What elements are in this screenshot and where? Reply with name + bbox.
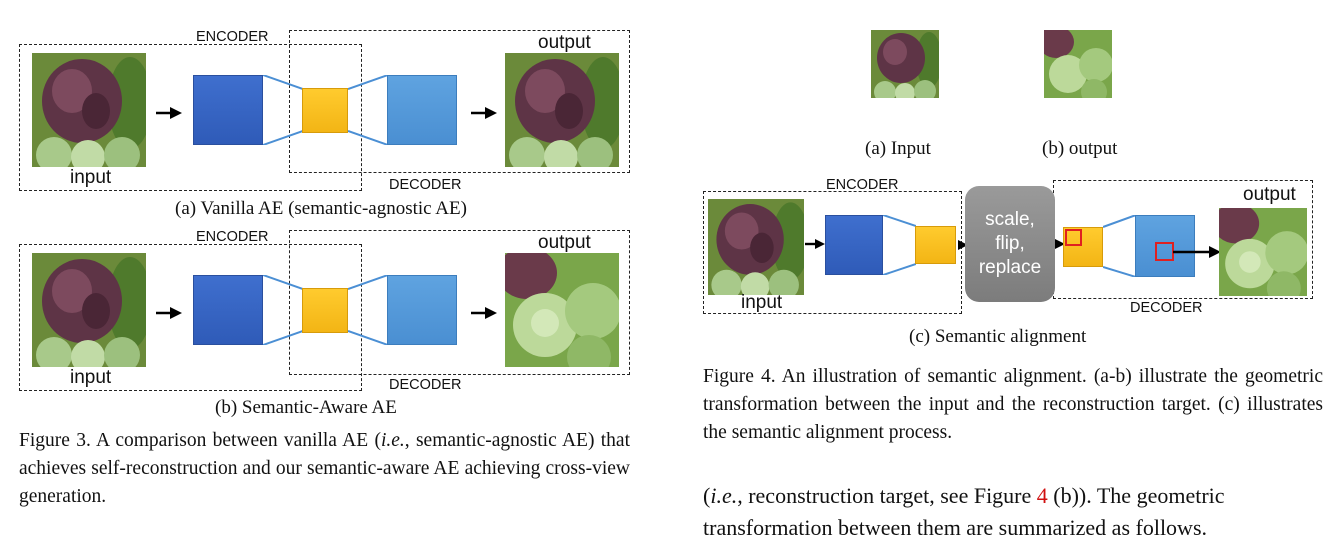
decoder-block <box>387 75 457 145</box>
body-line-2: transformation between them are summariz… <box>703 515 1208 540</box>
highlight-region <box>1065 229 1082 246</box>
arrow-to-encoder <box>805 239 825 249</box>
latent-decoder-links <box>1103 215 1136 277</box>
encoder-label: ENCODER <box>196 29 269 45</box>
subcaption-output: (b) output <box>1042 138 1118 159</box>
figure-reference-link[interactable]: 4 <box>1036 483 1048 508</box>
input-label: input <box>70 367 112 388</box>
decoder-label: DECODER <box>1130 300 1203 316</box>
subcaption-a: (a) Vanilla AE (semantic-agnostic AE) <box>175 198 467 219</box>
encoder-dashed-box <box>19 244 362 391</box>
latent-decoder-links <box>348 275 388 345</box>
caption-prefix: Figure 3. A comparison between vanilla A… <box>19 430 381 451</box>
arrow-to-output <box>471 107 497 119</box>
body-ie: i.e. <box>710 483 738 508</box>
artichoke-input-image <box>32 253 146 367</box>
figure3-caption: Figure 3. A comparison between vanilla A… <box>19 427 630 511</box>
body-line-1: (i.e., reconstruction target, see Figure… <box>703 483 1225 508</box>
caption-rest: , semantic-agnostic AE) that achieves se… <box>19 430 630 507</box>
encoder-latent-links <box>263 75 303 145</box>
artichoke-input-image <box>708 199 804 295</box>
aligned-output-image <box>1219 208 1307 296</box>
decoder-label: DECODER <box>389 177 462 193</box>
artichoke-input-thumbnail <box>871 30 939 98</box>
artichoke-input-image <box>32 53 146 167</box>
output-label: output <box>538 32 591 53</box>
latent-decoder-links <box>348 75 388 145</box>
output-label: output <box>538 232 591 253</box>
decoder-block <box>1135 215 1195 277</box>
input-label: input <box>741 292 783 313</box>
decoder-dashed-box <box>289 230 630 375</box>
transform-replace: replace <box>978 257 1042 278</box>
decoder-label: DECODER <box>389 377 462 393</box>
encoder-dashed-box <box>19 44 362 191</box>
latent-code <box>302 288 348 333</box>
arrow-to-transform <box>958 240 968 250</box>
aligned-latent-code <box>1063 227 1103 267</box>
encoder-block <box>825 215 883 275</box>
cross-view-output-image <box>505 253 619 367</box>
arrow-to-output <box>471 307 497 319</box>
transform-box: scale, flip, replace <box>965 186 1055 302</box>
subcaption-input: (a) Input <box>865 138 931 159</box>
output-label: output <box>1243 184 1296 205</box>
arrow-to-aligned-latent <box>1055 239 1065 249</box>
latent-code <box>915 226 956 264</box>
arrow-to-encoder <box>156 107 182 119</box>
body-part1: , reconstruction target, see Figure <box>737 483 1037 508</box>
encoder-label: ENCODER <box>196 229 269 245</box>
encoder-block <box>193 275 263 345</box>
encoder-dashed-box <box>703 191 962 314</box>
subcaption-c: (c) Semantic alignment <box>909 326 1087 347</box>
encoder-latent-links <box>263 275 303 345</box>
transform-scale: scale, <box>985 209 1035 230</box>
body-part2: (b)). The geometric <box>1047 483 1225 508</box>
caption-ie: i.e. <box>380 430 405 451</box>
decoder-block <box>387 275 457 345</box>
transform-flip: flip, <box>995 233 1025 254</box>
latent-code <box>302 88 348 133</box>
encoder-block <box>193 75 263 145</box>
output-thumbnail <box>1044 30 1112 98</box>
figure4-caption: Figure 4. An illustration of semantic al… <box>703 366 1323 443</box>
body-paragraph: (i.e., reconstruction target, see Figure… <box>703 480 1323 544</box>
encoder-latent-links <box>883 215 916 275</box>
arrow-to-encoder <box>156 307 182 319</box>
input-label: input <box>70 167 112 188</box>
subcaption-b: (b) Semantic-Aware AE <box>215 397 397 418</box>
encoder-label: ENCODER <box>826 177 899 193</box>
arrow-to-output <box>1173 246 1221 258</box>
highlight-region <box>1155 242 1174 261</box>
reconstructed-output-image <box>505 53 619 167</box>
decoder-dashed-box <box>289 30 630 173</box>
